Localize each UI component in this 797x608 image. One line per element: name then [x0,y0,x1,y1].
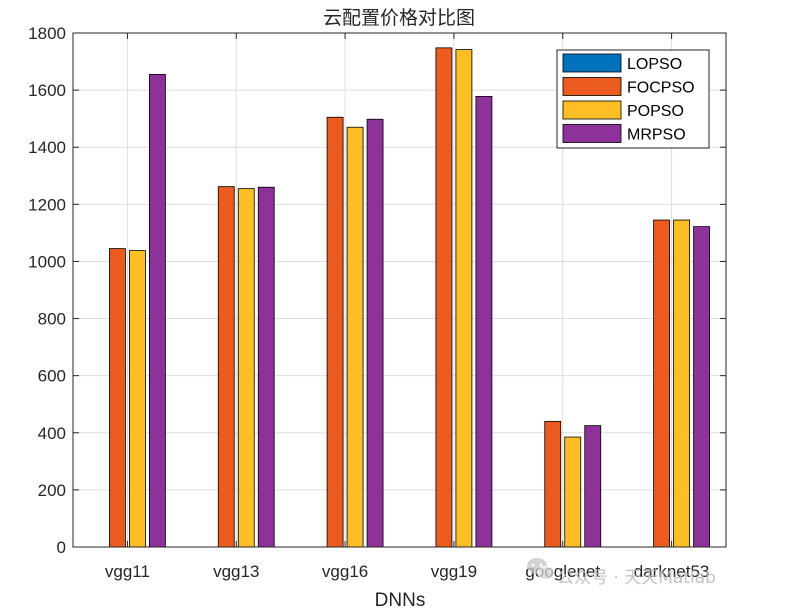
legend-label: FOCPSO [627,80,695,97]
bar [257,186,275,548]
bar [366,118,384,548]
y-tick-label: 1600 [28,81,66,100]
bar [346,126,364,548]
y-tick-label: 200 [38,481,66,500]
bar [129,250,146,548]
bar [673,219,690,548]
legend-items: LOPSO FOCPSO POPSO MRPSO [562,53,695,144]
watermark-text: 公众号 · 天天Matlab [557,568,716,588]
legend-label: POPSO [627,103,684,120]
y-tick-label: 600 [38,367,66,386]
bar [564,436,582,548]
bar [544,420,562,548]
legend-swatch [562,77,622,96]
x-tick-label: darknet53 [634,562,710,581]
y-tick-label: 1800 [28,24,66,43]
ticks [73,32,726,548]
bar [455,49,473,548]
y-tick-label: 800 [38,310,66,329]
legend-swatch [562,100,622,120]
bar [584,425,602,548]
wechat-icon [527,558,555,580]
bar [435,47,453,548]
x-tick-label: vgg11 [105,562,150,581]
x-tick-label: vgg19 [431,562,477,581]
x-tick-label: vgg13 [213,562,259,581]
y-tick-label: 1400 [28,138,66,157]
bar [693,226,710,548]
y-tick-label: 0 [57,538,66,557]
bar [217,186,235,548]
legend-swatch [562,53,622,73]
legend: LOPSO FOCPSO POPSO MRPSO [556,49,710,149]
bar [109,248,126,548]
y-tick-label: 1200 [28,195,66,214]
bar [475,95,493,548]
legend-label: LOPSO [627,56,682,73]
x-tick-label: vgg16 [322,562,368,581]
watermark: 公众号 · 天天Matlab [527,558,716,588]
y-tick-label: 1000 [28,252,66,271]
plot-frame [72,32,727,548]
bar [326,116,344,548]
legend-swatch [562,124,622,143]
legend-label: MRPSO [627,127,686,144]
bar [653,219,670,548]
tick-labels: 0 200 400 600 800 1000 1200 1400 1600 1800 vgg11 vg… [28,24,709,581]
bar [237,188,255,548]
x-axis-title: DNNs [375,590,426,608]
y-tick-label: 400 [38,424,66,443]
chart-title: 云配置价格对比图 [323,7,475,29]
bar [149,74,166,548]
